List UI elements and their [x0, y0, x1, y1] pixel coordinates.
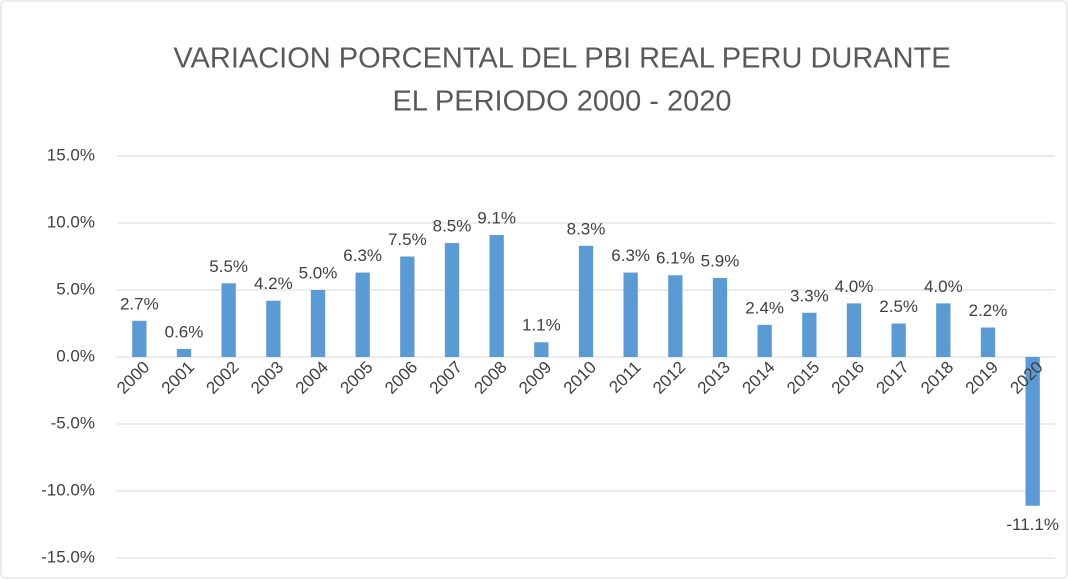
value-label: 2.7% [120, 294, 159, 313]
bar [400, 256, 415, 357]
value-label: 1.1% [522, 316, 561, 335]
bar [623, 272, 638, 357]
bar [712, 277, 728, 357]
value-label: 3.3% [790, 286, 829, 305]
bar [1025, 357, 1040, 506]
value-label: 5.0% [299, 263, 338, 282]
bar [757, 324, 772, 357]
value-label: 8.3% [567, 219, 606, 238]
bar [221, 283, 236, 357]
y-tick-label: 10.0% [47, 212, 95, 231]
bar [936, 303, 951, 357]
value-label: 4.0% [835, 277, 874, 296]
y-tick-label: 0.0% [56, 346, 95, 365]
value-label: 7.5% [388, 230, 427, 249]
bar [846, 303, 862, 357]
chart-title: VARIACION PORCENTAL DEL PBI REAL PERU DU… [173, 43, 950, 75]
y-tick-label: 5.0% [56, 279, 95, 298]
bar [802, 312, 817, 357]
value-label: 2.2% [969, 301, 1008, 320]
bar [444, 243, 460, 357]
value-label: 0.6% [165, 322, 204, 341]
value-label: -11.1% [1006, 515, 1059, 534]
value-label: 8.5% [433, 217, 472, 236]
bar [310, 290, 326, 357]
value-label: 5.5% [209, 257, 248, 276]
bar [132, 320, 147, 357]
value-label: 2.5% [879, 297, 918, 316]
bar [891, 323, 906, 357]
value-label: 5.9% [701, 251, 740, 270]
bar [176, 348, 192, 357]
bar [534, 342, 549, 357]
bar [980, 327, 996, 357]
value-label: 2.4% [745, 298, 784, 317]
bar [266, 300, 281, 357]
chart-title: EL PERIODO 2000 - 2020 [392, 86, 731, 118]
value-label: 6.3% [611, 246, 650, 265]
value-label: 6.3% [343, 246, 382, 265]
y-tick-label: -5.0% [51, 413, 95, 432]
y-tick-label: -10.0% [41, 480, 95, 499]
value-label: 6.1% [656, 249, 695, 268]
bar [668, 275, 683, 357]
bar [578, 245, 594, 357]
value-label: 9.1% [477, 209, 516, 228]
y-tick-label: -15.0% [41, 547, 95, 566]
value-label: 4.0% [924, 277, 963, 296]
bar [489, 235, 504, 357]
y-tick-label: 15.0% [47, 145, 95, 164]
value-label: 4.2% [254, 274, 293, 293]
bar [355, 272, 370, 357]
